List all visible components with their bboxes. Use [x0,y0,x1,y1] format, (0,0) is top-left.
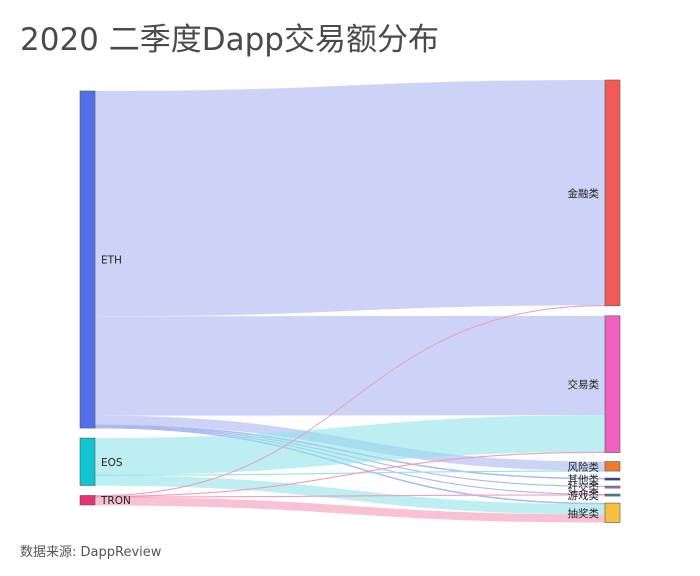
link-eth-exchange [95,315,605,416]
node-lottery[interactable] [604,502,621,523]
node-exchange[interactable] [604,315,621,453]
node-eth[interactable] [79,90,96,429]
node-label-finance: 金融类 [568,187,600,200]
node-label-game: 游戏类 [568,489,600,502]
chart-title: 2020 二季度Dapp交易额分布 [20,22,439,58]
link-eth-finance [95,80,605,317]
link-tron-lottery [95,497,605,523]
node-label-other: 其他类 [568,473,600,486]
data-source-note: 数据来源: DappReview [20,545,162,560]
node-other[interactable] [604,477,621,481]
node-risk[interactable] [604,461,621,472]
node-label-social: 社交类 [568,481,600,494]
node-label-tron: TRON [100,495,131,507]
node-eos[interactable] [79,437,96,486]
node-tron[interactable] [79,495,96,506]
node-label-risk: 风险类 [568,460,600,473]
node-label-eth: ETH [101,255,122,267]
node-label-eos: EOS [101,457,123,469]
node-label-lottery: 抽奖类 [568,507,600,520]
link-eos-lottery [95,475,605,515]
node-game[interactable] [604,493,621,497]
node-label-exchange: 交易类 [568,378,600,391]
node-finance[interactable] [604,79,621,307]
link-eos-exchange [95,415,605,475]
node-social[interactable] [604,485,621,489]
